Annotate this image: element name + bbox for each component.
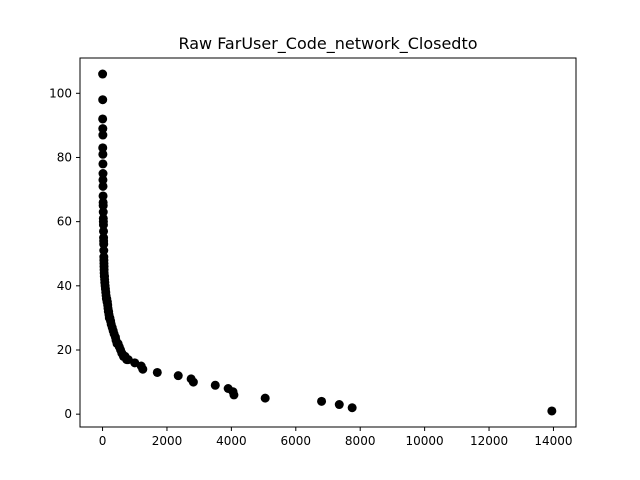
x-tick-label: 10000 bbox=[406, 434, 444, 448]
data-point bbox=[260, 393, 270, 403]
x-tick-label: 6000 bbox=[281, 434, 312, 448]
data-point bbox=[98, 95, 108, 105]
x-tick-label: 2000 bbox=[152, 434, 183, 448]
data-point bbox=[98, 143, 108, 153]
data-point bbox=[98, 175, 108, 185]
data-point bbox=[98, 114, 108, 124]
data-point bbox=[98, 149, 108, 159]
y-axis-ticks: 0 20 40 60 80 100 bbox=[49, 86, 80, 421]
data-point bbox=[210, 380, 220, 390]
data-point bbox=[138, 364, 148, 374]
y-tick-label: 0 bbox=[64, 407, 72, 421]
data-point bbox=[347, 403, 357, 413]
data-point bbox=[152, 367, 162, 377]
data-point bbox=[98, 181, 108, 191]
data-point bbox=[99, 246, 109, 256]
data-point bbox=[334, 400, 344, 410]
data-point bbox=[99, 239, 109, 249]
x-tick-label: 0 bbox=[99, 434, 107, 448]
x-axis-ticks: 0 2000 4000 6000 8000 10000 12000 14000 bbox=[99, 427, 573, 448]
data-point bbox=[98, 169, 108, 179]
data-point bbox=[99, 226, 109, 236]
data-point bbox=[98, 159, 108, 169]
data-point bbox=[98, 201, 108, 211]
data-point bbox=[98, 207, 108, 217]
y-tick-label: 100 bbox=[49, 86, 72, 100]
data-points bbox=[98, 69, 557, 416]
y-tick-label: 20 bbox=[57, 343, 72, 357]
x-tick-label: 8000 bbox=[345, 434, 376, 448]
x-tick-label: 12000 bbox=[470, 434, 508, 448]
data-point bbox=[173, 371, 183, 381]
data-point bbox=[188, 377, 198, 387]
data-point bbox=[98, 220, 108, 230]
y-tick-label: 40 bbox=[57, 279, 72, 293]
data-point bbox=[317, 396, 327, 406]
x-tick-label: 14000 bbox=[534, 434, 572, 448]
x-tick-label: 4000 bbox=[216, 434, 247, 448]
chart-title: Raw FarUser_Code_network_Closedto bbox=[178, 34, 477, 54]
plot-area-frame bbox=[79, 57, 577, 428]
data-point bbox=[98, 191, 108, 201]
data-point bbox=[98, 124, 108, 134]
y-tick-label: 80 bbox=[57, 150, 72, 164]
data-point bbox=[98, 69, 108, 79]
data-point bbox=[229, 390, 239, 400]
y-tick-label: 60 bbox=[57, 215, 72, 229]
data-point bbox=[547, 406, 557, 416]
data-point bbox=[98, 130, 108, 140]
